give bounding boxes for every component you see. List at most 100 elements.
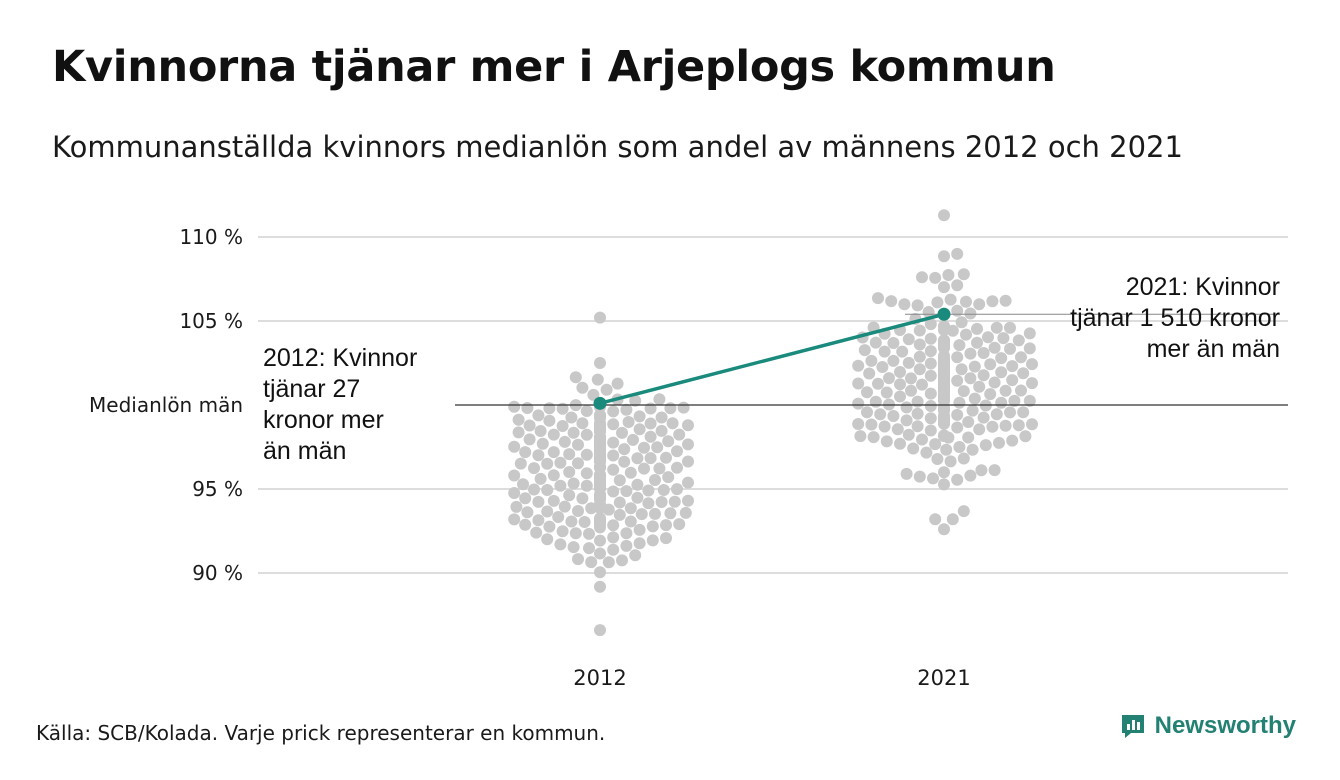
municipality-dot: [894, 390, 906, 403]
municipality-dot: [536, 437, 549, 450]
municipality-dot: [541, 484, 554, 496]
municipality-dot: [585, 556, 598, 569]
municipality-dot: [938, 429, 950, 442]
municipality-dot: [576, 381, 589, 394]
municipality-dot: [534, 425, 547, 437]
brand-name: Newsworthy: [1154, 712, 1296, 739]
municipality-dot: [896, 345, 909, 358]
municipality-dot: [951, 351, 964, 364]
municipality-dot: [900, 401, 913, 414]
municipality-dot: [532, 514, 545, 527]
municipality-dot: [620, 403, 633, 416]
municipality-dot: [532, 449, 545, 462]
municipality-dot: [578, 516, 591, 528]
municipality-dot: [671, 445, 683, 458]
municipality-dot: [920, 446, 933, 459]
municipality-dot: [624, 502, 637, 515]
municipality-dot: [951, 374, 964, 387]
highlight-point: [937, 307, 951, 321]
municipality-dot: [587, 388, 600, 401]
municipality-dot: [547, 469, 560, 482]
municipality-dot: [929, 513, 942, 526]
highlight-point: [593, 396, 607, 410]
x-tick-label: 2021: [917, 666, 970, 690]
municipality-dot: [620, 527, 633, 540]
municipality-dot: [644, 430, 657, 443]
municipality-dot: [894, 366, 906, 378]
municipality-dot: [874, 408, 887, 421]
municipality-dot: [594, 409, 606, 422]
municipality-dot: [878, 420, 891, 433]
municipality-dot: [662, 435, 675, 448]
municipality-dot: [580, 479, 593, 492]
source-note: Källa: SCB/Kolada. Varje prick represent…: [36, 721, 606, 745]
municipality-dot: [629, 549, 642, 562]
municipality-dot: [984, 388, 997, 401]
municipality-dot: [613, 474, 626, 487]
municipality-dot: [902, 333, 915, 346]
municipality-dot: [633, 523, 646, 536]
municipality-dot: [951, 421, 964, 434]
municipality-dot: [1023, 394, 1036, 407]
municipality-dot: [858, 344, 871, 357]
municipality-dot: [1026, 358, 1038, 371]
municipality-dot: [885, 295, 898, 308]
municipality-dot: [861, 386, 873, 399]
municipality-dot: [565, 411, 578, 424]
municipality-dot: [865, 418, 878, 431]
municipality-dot: [657, 484, 670, 496]
municipality-dot: [613, 508, 626, 521]
municipality-dot: [649, 474, 661, 486]
municipality-dot: [660, 532, 672, 545]
municipality-dot: [528, 462, 540, 475]
municipality-dot: [931, 296, 944, 309]
municipality-dot: [913, 324, 926, 337]
municipality-dot: [999, 419, 1012, 432]
municipality-dot: [682, 494, 694, 507]
municipality-dot: [938, 523, 950, 536]
municipality-dot: [642, 497, 655, 510]
municipality-dot: [594, 566, 606, 579]
municipality-dot: [547, 494, 560, 507]
dots-layer: [508, 209, 1038, 637]
municipality-dot: [558, 435, 571, 448]
municipality-dot: [960, 295, 972, 308]
x-axis-labels: 2012 2021: [573, 666, 970, 690]
municipality-dot: [902, 428, 915, 441]
municipality-dot: [953, 339, 966, 352]
municipality-dot: [631, 491, 644, 504]
municipality-dot: [543, 520, 556, 533]
municipality-dot: [1015, 351, 1027, 364]
municipality-dot: [607, 485, 620, 498]
municipality-dot: [883, 372, 895, 385]
municipality-dot: [916, 378, 928, 391]
municipality-dot: [924, 369, 937, 382]
municipality-dot: [519, 446, 532, 459]
municipality-dot: [627, 433, 639, 446]
municipality-dot: [887, 337, 900, 349]
municipality-dot: [957, 385, 970, 398]
municipality-dot: [517, 478, 529, 491]
municipality-dot: [861, 406, 873, 419]
municipality-dot: [569, 527, 582, 540]
municipality-dot: [887, 354, 900, 367]
municipality-dot: [924, 400, 937, 412]
municipality-dot: [852, 377, 865, 390]
municipality-dot: [607, 519, 620, 532]
municipality-dot: [931, 453, 944, 465]
municipality-dot: [905, 372, 917, 385]
beeswarm-chart: 90 % 95 % Medianlön män 105 % 110 % 2012 2021…: [89, 209, 1288, 690]
municipality-dot: [558, 500, 571, 513]
municipality-dot: [880, 435, 893, 448]
municipality-dot: [572, 505, 584, 517]
municipality-dot: [946, 513, 959, 526]
municipality-dot: [607, 405, 620, 418]
y-tick-label: 90 %: [192, 561, 243, 585]
municipality-dot: [633, 423, 646, 436]
municipality-dot: [951, 247, 964, 260]
municipality-dot: [913, 338, 926, 351]
annotation-2021: 2021: Kvinnor tjänar 1 510 kronor mer än m…: [1070, 273, 1280, 363]
municipality-dot: [964, 469, 977, 482]
municipality-dot: [567, 477, 580, 490]
municipality-dot: [971, 336, 983, 349]
